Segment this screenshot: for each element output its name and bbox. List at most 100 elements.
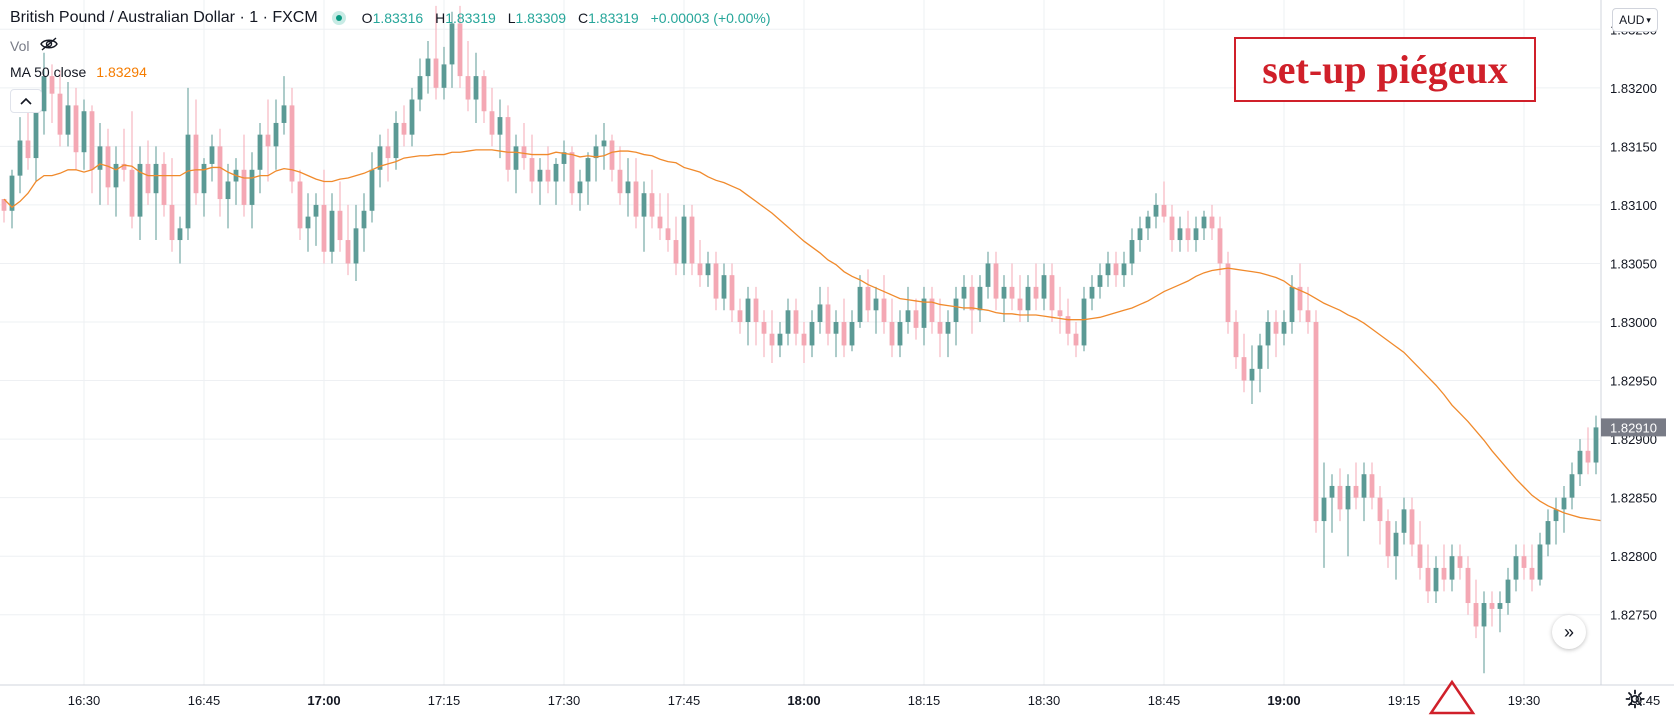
gear-icon[interactable] — [1624, 688, 1646, 710]
candle-body — [9, 175, 15, 211]
candle — [345, 204, 351, 276]
candle — [353, 204, 359, 282]
candle-body — [1353, 485, 1359, 498]
candle — [369, 152, 375, 223]
candle-body — [1417, 544, 1423, 568]
candle-body — [97, 146, 103, 170]
candle — [521, 122, 527, 170]
symbol-title[interactable]: British Pound / Australian Dollar · 1 · … — [10, 9, 318, 26]
candle — [1001, 275, 1007, 323]
candle — [585, 152, 591, 205]
candle — [777, 322, 783, 358]
candle-body — [1401, 509, 1407, 533]
candle-body — [1369, 474, 1375, 498]
candle — [17, 117, 23, 194]
candle-body — [1297, 286, 1303, 311]
candle — [505, 105, 511, 182]
candle-body — [1257, 345, 1263, 369]
ma-label[interactable]: MA 50 close — [10, 64, 87, 80]
price-scale-bg[interactable] — [1601, 0, 1674, 685]
candle-body — [545, 169, 551, 182]
candle — [761, 310, 767, 358]
candle-body — [1465, 567, 1471, 604]
candle-body — [801, 333, 807, 346]
low-value: 1.83309 — [515, 10, 567, 26]
candle — [1273, 310, 1279, 358]
candle — [1305, 286, 1311, 334]
candle — [1097, 263, 1103, 299]
moving-average-layer — [3, 149, 1674, 534]
candle-body — [121, 163, 127, 170]
candle — [1041, 263, 1047, 311]
candle — [785, 298, 791, 346]
vol-label[interactable]: Vol — [10, 37, 30, 54]
candle — [57, 70, 63, 147]
candle-body — [1001, 286, 1007, 299]
candle — [1561, 485, 1567, 533]
close-label: C — [577, 10, 589, 26]
candle-body — [393, 122, 399, 159]
candle — [225, 163, 231, 229]
candle — [153, 146, 159, 241]
time-axis[interactable]: 16:30 16:45 17:00 17:15 17:30 17:45 18:00 18:15… — [68, 693, 1661, 708]
candle-body — [945, 322, 951, 334]
candle-body — [1345, 485, 1351, 510]
candle — [1353, 462, 1359, 510]
candle — [1105, 251, 1111, 287]
candle — [1073, 322, 1079, 358]
x-tick-label: 19:30 — [1508, 693, 1541, 708]
candle-body — [1481, 603, 1487, 627]
open-label: O — [361, 10, 373, 26]
candle-body — [337, 210, 343, 241]
candle-body — [1457, 556, 1463, 568]
candle — [393, 111, 399, 170]
collapse-legend-button[interactable] — [10, 89, 42, 113]
candle-body — [1473, 603, 1479, 627]
candle-body — [1569, 474, 1575, 498]
candle — [1121, 251, 1127, 287]
candle — [361, 193, 367, 252]
candle-body — [257, 134, 263, 170]
candle-body — [1113, 263, 1119, 276]
candle — [297, 169, 303, 241]
eye-hidden-icon[interactable] — [39, 36, 59, 55]
candle-body — [809, 322, 815, 346]
candle-body — [49, 76, 55, 94]
candle-body — [193, 134, 199, 194]
candle-body — [1537, 544, 1543, 580]
candle — [1065, 298, 1071, 346]
candle — [1281, 310, 1287, 346]
candle-body — [353, 228, 359, 264]
chart-legend-header: British Pound / Australian Dollar · 1 · … — [10, 9, 770, 27]
candle-body — [833, 322, 839, 334]
ma-legend: MA 50 close 1.83294 — [10, 64, 147, 80]
scroll-to-realtime-button[interactable]: » — [1552, 615, 1586, 649]
x-tick-label: 16:45 — [188, 693, 221, 708]
candle — [1537, 532, 1543, 586]
candle — [945, 310, 951, 358]
candle-body — [321, 204, 327, 252]
candle — [1497, 591, 1503, 633]
candle-body — [1241, 357, 1247, 381]
candle-body — [1201, 216, 1207, 229]
candle — [1129, 228, 1135, 276]
candle — [441, 46, 447, 100]
candle — [1185, 210, 1191, 252]
candle-body — [1577, 450, 1583, 475]
candle-body — [169, 204, 175, 241]
candle-body — [753, 298, 759, 323]
currency-select[interactable]: AUD ▾ — [1612, 8, 1658, 32]
candle-body — [1129, 240, 1135, 264]
candle — [993, 251, 999, 311]
candle-body — [649, 193, 655, 217]
candle-body — [617, 169, 623, 194]
candle — [305, 193, 311, 252]
candle-body — [369, 169, 375, 211]
candle-body — [1329, 485, 1335, 498]
candle — [1449, 544, 1455, 592]
candle-body — [1033, 286, 1039, 299]
candle-body — [769, 333, 775, 346]
y-tick-label: 1.82850 — [1610, 491, 1657, 506]
candle — [625, 158, 631, 217]
